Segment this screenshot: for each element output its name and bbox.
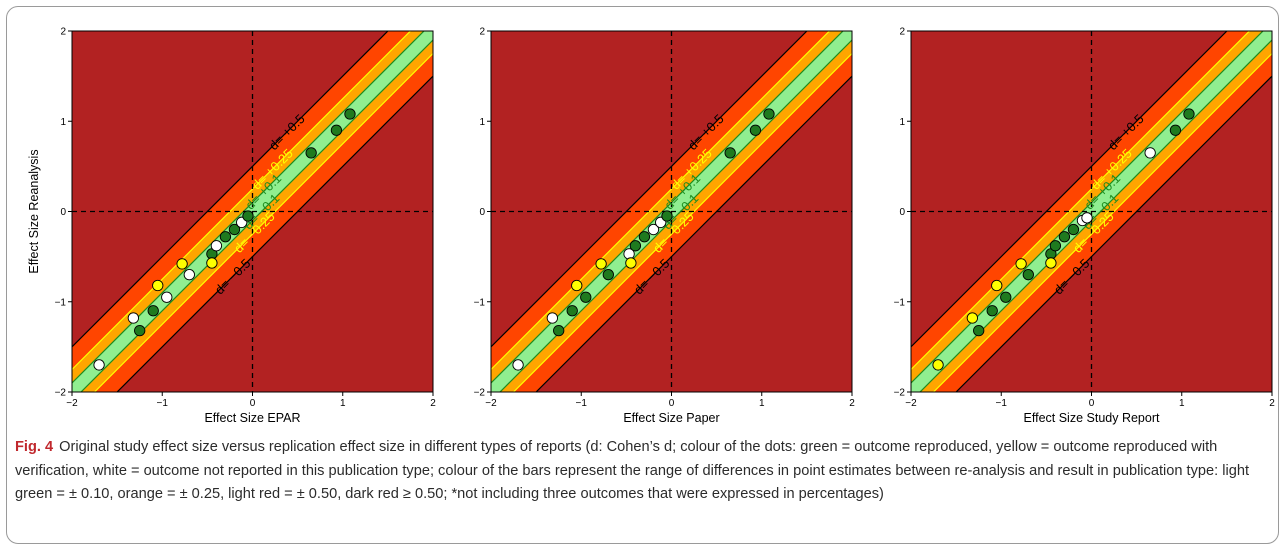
x-tick-label: −1: [576, 398, 588, 409]
data-point-white: [127, 312, 140, 324]
figure-label: Fig. 4: [15, 439, 54, 455]
y-tick-label: −2: [55, 388, 67, 399]
figure-frame: [6, 6, 1279, 544]
data-point-yellow: [625, 257, 637, 269]
data-point-green: [1049, 240, 1062, 252]
data-point-green: [553, 324, 565, 337]
data-point-green: [629, 240, 642, 252]
x-tick-label: −1: [157, 398, 169, 409]
data-point-white: [183, 269, 195, 281]
plot-area: d= +0.5d= +0.25d= +0.1d= −0.1d= −0.25d= …: [491, 31, 852, 392]
data-point-green: [1022, 269, 1034, 281]
data-point-green: [228, 223, 241, 236]
data-point-yellow: [206, 257, 218, 269]
y-tick-label: 2: [899, 27, 905, 38]
data-point-green: [330, 124, 343, 136]
data-point-green: [986, 305, 998, 317]
data-point-yellow: [966, 312, 979, 324]
data-point-white: [210, 240, 223, 252]
x-tick-label: 2: [849, 398, 855, 409]
data-point-green: [602, 269, 614, 281]
x-axis-label: Effect Size Paper: [623, 411, 719, 425]
data-point-green: [1058, 231, 1071, 243]
data-point-green: [242, 210, 254, 222]
x-tick-label: 1: [759, 398, 765, 409]
y-tick-label: 1: [479, 117, 485, 128]
x-axis-label: Effect Size Study Report: [1024, 411, 1160, 425]
data-point-green: [580, 291, 592, 303]
data-point-green: [749, 124, 762, 136]
data-point-green: [724, 147, 736, 159]
data-point-yellow: [571, 279, 583, 292]
data-point-green: [566, 305, 578, 317]
chart-panel-1: d= +0.5d= +0.25d= +0.1d= −0.1d= −0.25d= …: [27, 27, 436, 426]
x-tick-label: 1: [1179, 398, 1185, 409]
data-point-yellow: [932, 359, 944, 371]
data-point-yellow: [991, 279, 1003, 292]
data-point-green: [661, 210, 673, 222]
y-tick-label: 1: [60, 117, 66, 128]
y-tick-label: −1: [894, 297, 906, 308]
data-point-white: [1144, 147, 1156, 159]
x-tick-label: 2: [1269, 398, 1275, 409]
data-point-white: [512, 359, 524, 371]
x-tick-label: 2: [430, 398, 436, 409]
x-tick-label: −2: [485, 398, 497, 409]
y-tick-label: 0: [479, 207, 485, 218]
figure-caption: Fig. 4 Original study effect size versus …: [15, 436, 1277, 507]
data-point-green: [638, 231, 651, 243]
data-point-green: [305, 147, 317, 159]
data-point-yellow: [595, 258, 607, 270]
x-tick-label: 0: [1089, 398, 1095, 409]
x-tick-label: −2: [905, 398, 917, 409]
y-tick-label: −2: [474, 388, 486, 399]
data-point-green: [344, 108, 356, 120]
x-tick-label: −2: [66, 398, 78, 409]
chart-panel-2: d= +0.5d= +0.25d= +0.1d= −0.1d= −0.25d= …: [474, 27, 856, 426]
data-point-green: [973, 324, 985, 337]
data-point-green: [763, 108, 775, 120]
data-point-green: [1183, 108, 1195, 120]
chart-panel-3: d= +0.5d= +0.25d= +0.1d= −0.1d= −0.25d= …: [894, 27, 1276, 426]
caption-text: Original study effect size versus replic…: [15, 439, 1250, 502]
data-point-white: [647, 223, 660, 236]
data-point-white: [93, 359, 105, 371]
data-point-yellow: [152, 279, 164, 292]
data-point-white: [546, 312, 559, 324]
y-tick-label: 0: [899, 207, 905, 218]
y-tick-label: 2: [479, 27, 485, 38]
y-tick-label: 1: [899, 117, 905, 128]
x-tick-label: 1: [340, 398, 346, 409]
band-line-minus-025: [512, 53, 852, 392]
data-point-green: [1067, 223, 1080, 236]
data-point-yellow: [1045, 257, 1057, 269]
plot-area: d= +0.5d= +0.25d= +0.1d= −0.1d= −0.25d= …: [72, 31, 433, 392]
data-point-yellow: [176, 258, 188, 270]
data-point-white: [161, 291, 173, 303]
y-tick-label: 0: [60, 207, 66, 218]
figure-charts: d= +0.5d= +0.25d= +0.1d= −0.1d= −0.25d= …: [27, 27, 1276, 426]
data-point-green: [1000, 291, 1012, 303]
data-point-white: [1081, 212, 1093, 224]
y-tick-label: −2: [894, 388, 906, 399]
x-axis-label: Effect Size EPAR: [204, 411, 300, 425]
x-tick-label: −1: [996, 398, 1008, 409]
x-tick-label: 0: [250, 398, 256, 409]
band-line-minus-025: [93, 53, 433, 392]
data-point-green: [134, 324, 146, 337]
y-tick-label: −1: [474, 297, 486, 308]
y-tick-label: 2: [60, 27, 66, 38]
data-point-green: [147, 305, 159, 317]
y-axis-label: Effect Size Reanalysis: [27, 149, 41, 273]
y-tick-label: −1: [55, 297, 67, 308]
data-point-green: [219, 231, 232, 243]
data-point-green: [1169, 124, 1182, 136]
plot-area: d= +0.5d= +0.25d= +0.1d= −0.1d= −0.25d= …: [911, 31, 1272, 392]
x-tick-label: 0: [669, 398, 675, 409]
band-line-minus-025: [932, 53, 1272, 392]
data-point-yellow: [1015, 258, 1027, 270]
